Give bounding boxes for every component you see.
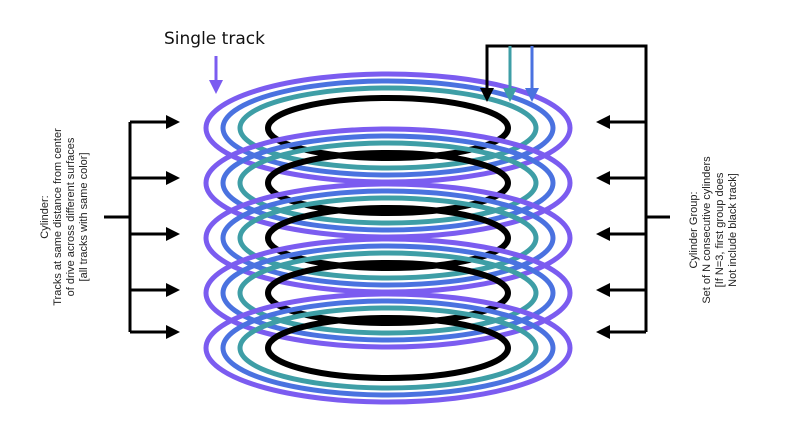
cylinder-line-3: of drive across different surfaces <box>65 137 77 296</box>
track-teal-platter-1 <box>237 85 539 171</box>
track-black-platter-1 <box>265 95 511 161</box>
track-blue-platter-5 <box>220 298 556 398</box>
track-black-platter-2 <box>265 150 511 216</box>
track-blue-platter-2 <box>220 133 556 233</box>
track-blue-platter-1 <box>220 78 556 178</box>
cylinder-group-arrow-2 <box>596 171 646 185</box>
cylinder-group-description: Cylinder Group: Set of N consecutive cyl… <box>688 156 739 304</box>
cylinder-group-arrow-4 <box>596 283 646 297</box>
cylinder-description: Cylinder: Tracks at same distance from c… <box>39 128 90 306</box>
track-teal-platter-2 <box>237 140 539 226</box>
track-blue-platter-4 <box>220 243 556 343</box>
track-black-platter-4 <box>265 260 511 326</box>
cylinder-group-line-1: Cylinder Group: <box>688 191 700 268</box>
cylinder-group-arrows <box>596 115 646 339</box>
cylinder-arrow-3 <box>130 227 180 241</box>
cylinder-group-bracket <box>644 122 670 332</box>
cylinder-line-4: [all tracks with same color] <box>78 153 90 282</box>
track-teal-platter-5 <box>237 305 539 391</box>
track-black-platter-5 <box>265 315 511 381</box>
cylinder-group-line-3: [If N=3, first group does <box>714 172 726 287</box>
track-purple-platter-4 <box>203 236 573 350</box>
track-black-platter-3 <box>265 205 511 271</box>
track-blue-platter-3 <box>220 188 556 288</box>
cylinder-line-2: Tracks at same distance from center <box>52 128 64 306</box>
cylinder-group-line-4: Not include black track] <box>727 173 739 287</box>
track-purple-platter-5 <box>203 291 573 405</box>
cylinder-group-line-2: Set of N consecutive cylinders <box>701 156 713 304</box>
cylinder-bracket <box>104 122 132 332</box>
cylinder-arrow-4 <box>130 283 180 297</box>
single-track-arrow <box>209 56 223 94</box>
track-teal-platter-3 <box>237 195 539 281</box>
cylinder-arrow-2 <box>130 171 180 185</box>
cylinder-arrows <box>130 115 180 339</box>
cylinder-group-arrow-1 <box>596 115 646 129</box>
top-routing-lines <box>480 44 648 122</box>
cylinder-line-1: Cylinder: <box>39 195 51 238</box>
cylinder-group-arrow-3 <box>596 227 646 241</box>
platter-stack <box>203 71 573 405</box>
cylinder-group-arrow-5 <box>596 325 646 339</box>
single-track-label: Single track <box>164 29 265 49</box>
cylinder-arrow-5 <box>130 325 180 339</box>
track-teal-platter-4 <box>237 250 539 336</box>
cylinder-arrow-1 <box>130 115 180 129</box>
